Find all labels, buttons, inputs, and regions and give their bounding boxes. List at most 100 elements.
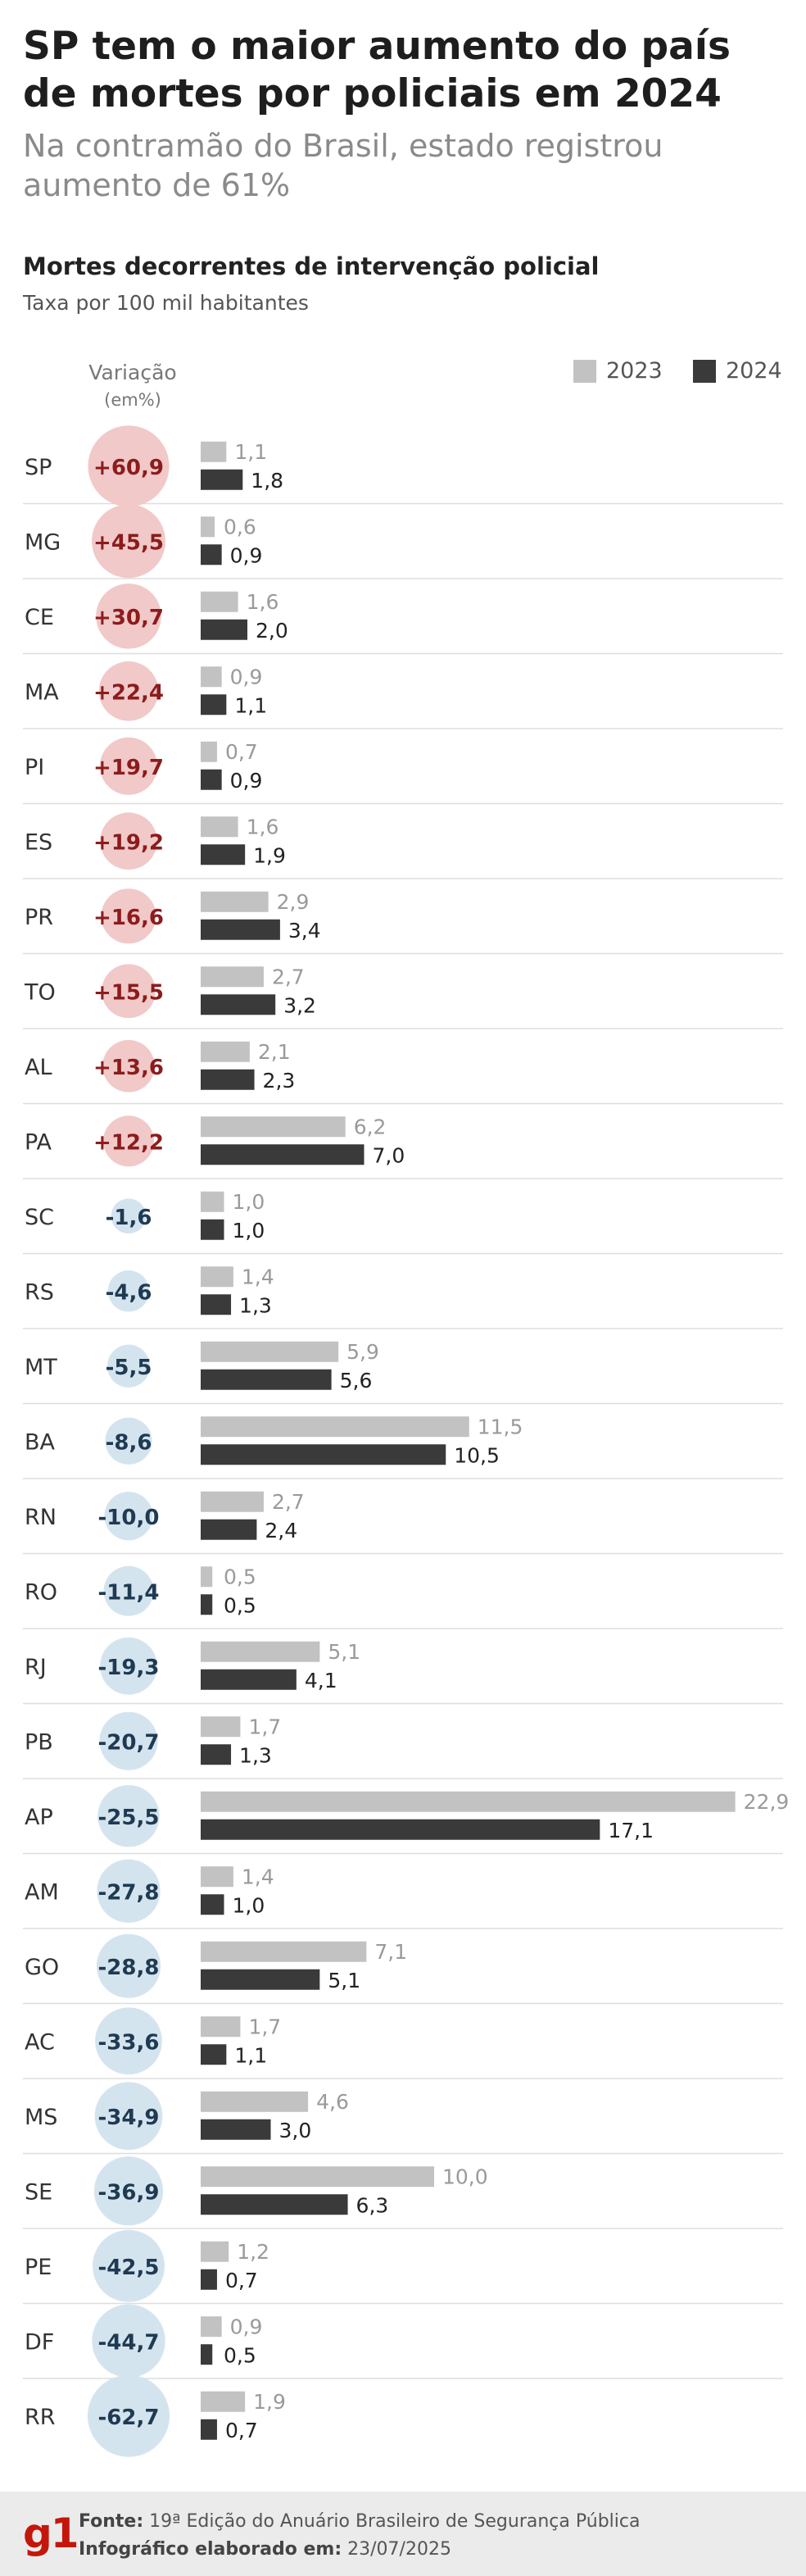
bar-label-2023-sc: 1,0	[233, 1190, 265, 1214]
date-text: 23/07/2025	[347, 2539, 451, 2560]
variation-bubble-ap	[97, 1785, 160, 1847]
bar-2023-ba	[201, 1416, 469, 1438]
bar-label-2024-ms: 3,0	[279, 2119, 312, 2142]
state-label-rj: RJ	[25, 1655, 47, 1680]
bar-2024-al	[201, 1069, 255, 1090]
bar-2024-mt	[201, 1369, 332, 1390]
date-line: Infográfico elaborado em: 23/07/2025	[79, 2539, 451, 2560]
variation-value-se: -36,9	[98, 2180, 160, 2205]
bar-label-2023-rs: 1,4	[242, 1265, 274, 1288]
bar-2023-mt	[201, 1341, 339, 1362]
state-label-ms: MS	[25, 2105, 57, 2130]
state-label-df: DF	[25, 2329, 54, 2355]
variation-value-pr: +16,6	[93, 906, 164, 930]
source-label: Fonte:	[79, 2511, 144, 2532]
bar-2023-pb	[201, 1716, 241, 1738]
page-title: SP tem o maior aumento do país de mortes…	[23, 24, 731, 116]
variation-value-rs: -4,6	[106, 1280, 152, 1305]
variation-value-mt: -5,5	[106, 1356, 152, 1380]
bar-label-2023-pa: 6,2	[354, 1115, 387, 1138]
variation-value-ac: -33,6	[98, 2030, 160, 2055]
bar-label-2024-to: 3,2	[283, 993, 316, 1017]
state-label-ce: CE	[25, 605, 54, 630]
bar-label-2024-rj: 4,1	[305, 1669, 337, 1692]
bar-2024-ac	[201, 2044, 227, 2065]
variation-bubble-am	[97, 1859, 161, 1923]
bar-label-2024-ro: 0,5	[224, 1593, 256, 1617]
bar-2024-ma	[201, 694, 227, 716]
variation-label: Variação	[88, 361, 177, 384]
variation-bubble-pe	[93, 2229, 165, 2302]
bar-2023-pi	[201, 741, 217, 762]
bar-label-2023-al: 2,1	[258, 1040, 291, 1064]
bar-label-2023-pb: 1,7	[248, 1715, 281, 1738]
bar-2024-es	[201, 844, 246, 865]
bar-2023-ap	[201, 1791, 736, 1812]
bar-label-2023-ro: 0,5	[224, 1565, 256, 1588]
legend-label-2024: 2024	[726, 358, 782, 384]
bar-label-2024-ba: 10,5	[454, 1443, 500, 1467]
variation-value-pe: -42,5	[98, 2256, 160, 2280]
variation-bubble-mg	[92, 504, 165, 579]
state-label-rr: RR	[25, 2405, 56, 2430]
bar-label-2024-se: 6,3	[356, 2193, 389, 2217]
bar-label-2024-ma: 1,1	[234, 693, 267, 717]
bar-label-2024-rs: 1,3	[239, 1293, 272, 1317]
state-label-pi: PI	[25, 755, 44, 780]
bar-2024-ap	[201, 1819, 600, 1840]
variation-bubble-ac	[95, 2007, 162, 2075]
bar-2024-pe	[201, 2269, 217, 2290]
bar-label-2024-mt: 5,6	[340, 1369, 373, 1392]
bar-label-2024-pi: 0,9	[230, 769, 263, 793]
variation-bubble-se	[93, 2156, 164, 2226]
footer: g1 Fonte: 19ª Edição do Anuário Brasilei…	[0, 2492, 806, 2576]
bar-label-2024-ac: 1,1	[234, 2043, 267, 2067]
variation-bubble-ba	[105, 1417, 152, 1465]
state-label-mt: MT	[25, 1355, 57, 1380]
bar-2024-ba	[201, 1444, 446, 1465]
state-label-pe: PE	[25, 2255, 52, 2280]
source-line: Fonte: 19ª Edição do Anuário Brasileiro …	[79, 2511, 640, 2532]
g1-logo: g1	[23, 2510, 79, 2557]
bar-label-2024-rr: 0,7	[225, 2419, 258, 2442]
state-label-am: AM	[25, 1879, 59, 1905]
variation-bubble-to	[102, 964, 156, 1019]
state-label-mg: MG	[25, 529, 61, 555]
variation-value-al: +13,6	[93, 1056, 164, 1080]
bar-2023-pe	[201, 2241, 229, 2262]
bar-2023-ro	[201, 1566, 213, 1588]
bar-2024-sc	[201, 1219, 224, 1240]
bar-2023-to	[201, 966, 264, 988]
bar-label-2023-df: 0,9	[230, 2315, 263, 2338]
state-label-ac: AC	[25, 2029, 55, 2055]
variation-value-go: -28,8	[98, 1956, 160, 1980]
variation-value-sc: -1,6	[106, 1206, 152, 1230]
state-label-al: AL	[25, 1055, 52, 1080]
bar-2023-df	[201, 2316, 222, 2337]
bar-2023-rr	[201, 2391, 246, 2412]
bar-2023-ac	[201, 2016, 241, 2038]
bar-2024-sp	[201, 469, 243, 490]
bar-label-2024-am: 1,0	[233, 1893, 265, 1917]
variation-value-pi: +19,7	[93, 756, 164, 780]
bar-2023-sc	[201, 1191, 224, 1212]
legend-label-2023: 2023	[606, 358, 663, 384]
state-label-sc: SC	[25, 1205, 54, 1230]
bar-label-2023-ba: 11,5	[478, 1415, 523, 1438]
bar-2023-se	[201, 2166, 434, 2188]
state-label-ba: BA	[25, 1429, 56, 1455]
bar-2024-pb	[201, 1744, 232, 1765]
variation-bubble-pr	[101, 888, 156, 944]
bar-label-2024-df: 0,5	[224, 2343, 256, 2367]
bar-2023-pa	[201, 1116, 346, 1138]
bar-label-2023-pr: 2,9	[277, 890, 310, 914]
state-label-sp: SP	[25, 455, 52, 480]
variation-value-es: +19,2	[93, 830, 164, 855]
variation-value-rr: -62,7	[98, 2406, 160, 2430]
bar-label-2023-es: 1,6	[247, 815, 279, 838]
state-label-se: SE	[25, 2179, 52, 2205]
variation-value-rn: -10,0	[98, 1506, 160, 1530]
bar-label-2024-go: 5,1	[328, 1969, 360, 1992]
bar-2023-am	[201, 1866, 233, 1888]
bar-label-2023-se: 10,0	[442, 2165, 488, 2188]
